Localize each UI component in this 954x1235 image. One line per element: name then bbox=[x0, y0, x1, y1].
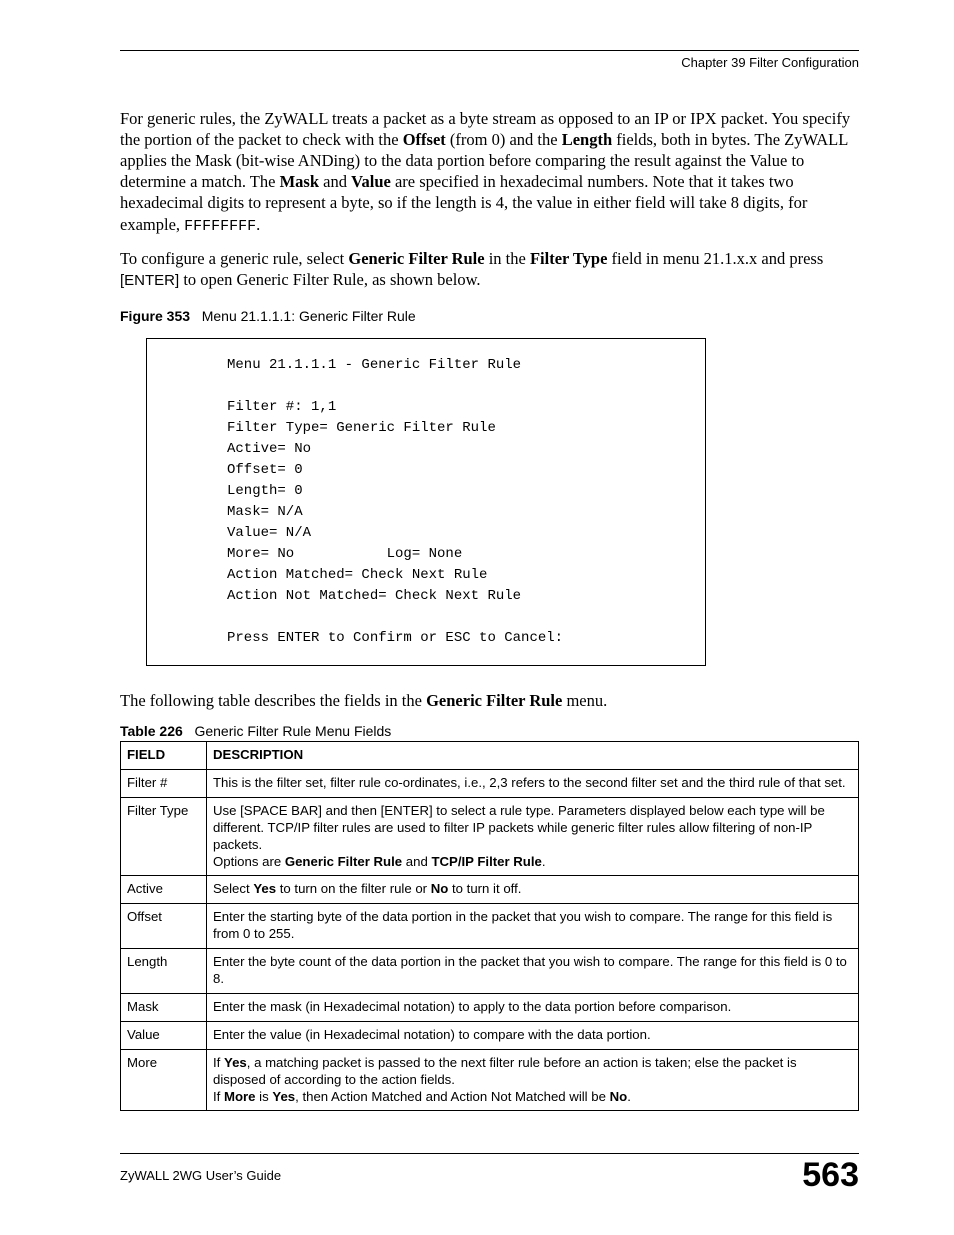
text: The following table describes the fields… bbox=[120, 691, 426, 710]
cell-desc: Enter the starting byte of the data port… bbox=[207, 904, 859, 949]
col-desc: DESCRIPTION bbox=[207, 742, 859, 770]
col-field: FIELD bbox=[121, 742, 207, 770]
table-header-row: FIELD DESCRIPTION bbox=[121, 742, 859, 770]
line: If More is Yes, then Action Matched and … bbox=[213, 1089, 852, 1106]
cell-field: Offset bbox=[121, 904, 207, 949]
paragraph-1: For generic rules, the ZyWALL treats a p… bbox=[120, 108, 859, 236]
line: Options are Generic Filter Rule and TCP/… bbox=[213, 854, 852, 871]
cell-field: Filter Type bbox=[121, 797, 207, 876]
table-row: Filter # This is the filter set, filter … bbox=[121, 770, 859, 798]
text: To configure a generic rule, select bbox=[120, 249, 348, 268]
cell-desc: Enter the value (in Hexadecimal notation… bbox=[207, 1021, 859, 1049]
table-row: Offset Enter the starting byte of the da… bbox=[121, 904, 859, 949]
cell-desc: Enter the mask (in Hexadecimal notation)… bbox=[207, 993, 859, 1021]
text: menu. bbox=[562, 691, 607, 710]
chapter-header: Chapter 39 Filter Configuration bbox=[120, 55, 859, 70]
bold: Filter Type bbox=[530, 249, 607, 268]
footer-rule bbox=[120, 1153, 859, 1154]
paragraph-3: The following table describes the fields… bbox=[120, 690, 859, 711]
bold: TCP/IP Filter Rule bbox=[431, 854, 541, 869]
code-box: Menu 21.1.1.1 - Generic Filter Rule Filt… bbox=[146, 338, 706, 666]
cell-desc: Select Yes to turn on the filter rule or… bbox=[207, 876, 859, 904]
text: (from 0) and the bbox=[446, 130, 562, 149]
bold: Yes bbox=[253, 881, 276, 896]
cell-desc: This is the filter set, filter rule co-o… bbox=[207, 770, 859, 798]
text: If bbox=[213, 1089, 224, 1104]
text: in the bbox=[485, 249, 530, 268]
table-label: Table 226 bbox=[120, 723, 183, 739]
table-row: Mask Enter the mask (in Hexadecimal nota… bbox=[121, 993, 859, 1021]
text: , a matching packet is passed to the nex… bbox=[213, 1055, 797, 1087]
bold: More bbox=[224, 1089, 256, 1104]
text: . bbox=[627, 1089, 631, 1104]
code-inline: FFFFFFFF bbox=[184, 218, 256, 235]
text: to turn on the filter rule or bbox=[276, 881, 431, 896]
text: . bbox=[256, 215, 260, 234]
text: , then Action Matched and Action Not Mat… bbox=[295, 1089, 609, 1104]
footer-guide: ZyWALL 2WG User’s Guide bbox=[120, 1168, 281, 1183]
cell-field: Value bbox=[121, 1021, 207, 1049]
page-number: 563 bbox=[802, 1156, 859, 1195]
header-rule bbox=[120, 50, 859, 51]
line: If Yes, a matching packet is passed to t… bbox=[213, 1055, 852, 1089]
text: Select bbox=[213, 881, 253, 896]
line: Use [SPACE BAR] and then [ENTER] to sele… bbox=[213, 803, 852, 854]
code-content: Menu 21.1.1.1 - Generic Filter Rule Filt… bbox=[227, 355, 705, 649]
paragraph-2: To configure a generic rule, select Gene… bbox=[120, 248, 859, 290]
table-row: Value Enter the value (in Hexadecimal no… bbox=[121, 1021, 859, 1049]
bold: Mask bbox=[280, 172, 319, 191]
text: to turn it off. bbox=[448, 881, 521, 896]
text: and bbox=[402, 854, 431, 869]
bold: Length bbox=[562, 130, 612, 149]
page-footer: ZyWALL 2WG User’s Guide 563 bbox=[120, 1153, 859, 1195]
text: field in menu 21.1.x.x and press bbox=[607, 249, 823, 268]
text: If bbox=[213, 1055, 224, 1070]
table-row: Active Select Yes to turn on the filter … bbox=[121, 876, 859, 904]
bold: Value bbox=[351, 172, 391, 191]
key-label: [ENTER] bbox=[120, 272, 179, 289]
bold: Yes bbox=[272, 1089, 295, 1104]
bold: Generic Filter Rule bbox=[285, 854, 402, 869]
text: and bbox=[319, 172, 351, 191]
bold: No bbox=[610, 1089, 628, 1104]
cell-desc: If Yes, a matching packet is passed to t… bbox=[207, 1049, 859, 1111]
fields-table: FIELD DESCRIPTION Filter # This is the f… bbox=[120, 741, 859, 1111]
bold: Yes bbox=[224, 1055, 247, 1070]
cell-desc: Use [SPACE BAR] and then [ENTER] to sele… bbox=[207, 797, 859, 876]
cell-field: Active bbox=[121, 876, 207, 904]
cell-field: Mask bbox=[121, 993, 207, 1021]
figure-title: Menu 21.1.1.1: Generic Filter Rule bbox=[202, 308, 416, 324]
table-title: Generic Filter Rule Menu Fields bbox=[194, 723, 391, 739]
text: is bbox=[256, 1089, 273, 1104]
cell-field: Length bbox=[121, 949, 207, 994]
text: to open Generic Filter Rule, as shown be… bbox=[179, 270, 480, 289]
table-caption: Table 226 Generic Filter Rule Menu Field… bbox=[120, 723, 859, 739]
table-row: Filter Type Use [SPACE BAR] and then [EN… bbox=[121, 797, 859, 876]
table-row: More If Yes, a matching packet is passed… bbox=[121, 1049, 859, 1111]
bold: Generic Filter Rule bbox=[348, 249, 484, 268]
text: Options are bbox=[213, 854, 285, 869]
cell-field: More bbox=[121, 1049, 207, 1111]
text: . bbox=[542, 854, 546, 869]
cell-desc: Enter the byte count of the data portion… bbox=[207, 949, 859, 994]
cell-field: Filter # bbox=[121, 770, 207, 798]
table-row: Length Enter the byte count of the data … bbox=[121, 949, 859, 994]
bold: No bbox=[431, 881, 449, 896]
bold: Offset bbox=[403, 130, 446, 149]
figure-caption: Figure 353 Menu 21.1.1.1: Generic Filter… bbox=[120, 308, 859, 324]
figure-label: Figure 353 bbox=[120, 308, 190, 324]
bold: Generic Filter Rule bbox=[426, 691, 562, 710]
